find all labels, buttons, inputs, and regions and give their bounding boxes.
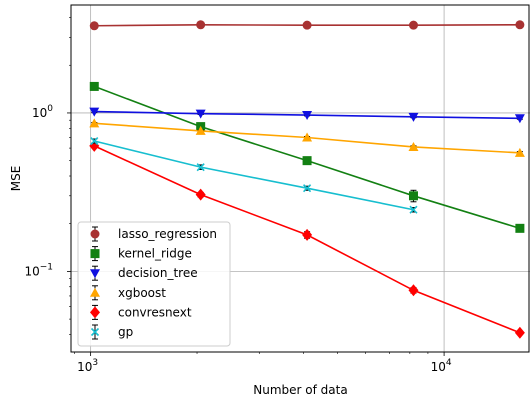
data-point <box>408 112 419 122</box>
series-decision-tree <box>89 107 525 124</box>
legend-marker <box>90 306 100 319</box>
data-point <box>89 81 99 91</box>
legend-marker <box>90 327 100 337</box>
legend-marker <box>90 287 100 297</box>
x-marker-stroke <box>90 136 99 146</box>
plot-frame <box>70 4 530 353</box>
data-point <box>195 109 206 119</box>
data-point <box>302 156 312 166</box>
data-point <box>302 111 313 121</box>
legend-entry: decision_tree <box>90 265 198 281</box>
data-point <box>196 20 206 30</box>
x-axis-label: Number of data <box>253 383 347 397</box>
x-tick-exponent: 4 <box>446 358 452 368</box>
ticks-layer: 103 104 100 10−1 <box>24 17 452 374</box>
legend-entry: lasso_regression <box>90 226 217 242</box>
data-point <box>408 141 419 151</box>
legend-label: xgboost <box>118 286 166 300</box>
legend-label: convresnext <box>118 305 192 319</box>
legend-entry: xgboost <box>90 285 166 301</box>
series-kernel-ridge <box>89 81 525 233</box>
series-gp <box>90 136 418 214</box>
data-point <box>408 284 419 297</box>
data-point <box>89 118 100 128</box>
legend-entry: convresnext <box>90 304 192 320</box>
data-point <box>302 132 313 142</box>
series-lasso-regression <box>89 20 525 31</box>
legend-entry: kernel_ridge <box>90 246 192 262</box>
legend-entry: gp <box>90 324 133 340</box>
x-marker-stroke <box>303 184 312 193</box>
data-point <box>408 191 418 201</box>
series-line <box>94 140 414 211</box>
data-point <box>515 20 525 30</box>
data-point <box>408 20 418 30</box>
legend-marker <box>90 249 100 259</box>
x-marker-stroke <box>196 163 205 172</box>
y-tick-label: 10−1 <box>24 262 53 278</box>
data-point <box>196 163 205 172</box>
legend-label: decision_tree <box>118 266 198 280</box>
x-marker-stroke <box>409 205 418 214</box>
data-point <box>89 21 99 31</box>
data-point <box>303 184 312 193</box>
legend-box <box>77 221 231 347</box>
x-marker-stroke <box>90 327 100 337</box>
data-point <box>89 107 100 117</box>
data-point <box>409 205 418 214</box>
y-tick-exponent: −1 <box>40 262 53 272</box>
data-point <box>302 20 312 30</box>
data-point <box>90 136 99 146</box>
legend-marker <box>90 269 100 279</box>
y-axis-label: MSE <box>9 166 23 192</box>
data-point <box>515 223 525 233</box>
x-tick-label: 103 <box>77 358 98 374</box>
series-convresnext <box>89 139 525 339</box>
legend-marker <box>90 229 100 239</box>
data-point <box>514 147 525 157</box>
data-point <box>195 188 206 201</box>
series-xgboost <box>89 118 525 157</box>
data-point <box>514 114 525 124</box>
legend-label: gp <box>118 325 133 339</box>
x-tick-label: 104 <box>431 358 452 374</box>
data-point <box>514 326 525 339</box>
legend-label: lasso_regression <box>118 227 217 241</box>
legend: lasso_regression kernel_ridge decision_tre… <box>77 221 231 347</box>
legend-label: kernel_ridge <box>118 247 192 261</box>
data-point <box>195 125 206 135</box>
data-point <box>302 228 313 241</box>
series-layer <box>89 20 525 339</box>
y-tick-label: 100 <box>32 104 53 120</box>
x-tick-exponent: 3 <box>92 358 98 368</box>
y-tick-exponent: 0 <box>47 104 53 114</box>
